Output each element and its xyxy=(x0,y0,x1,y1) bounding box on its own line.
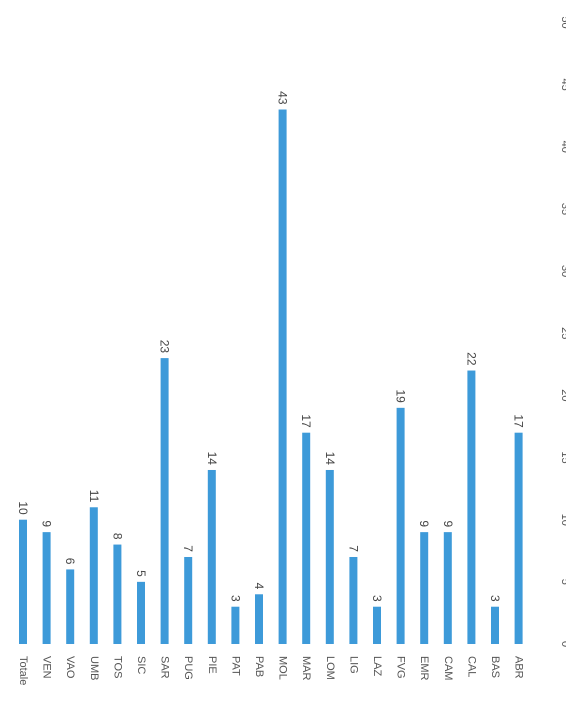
bar-sar xyxy=(160,358,169,644)
category-label-mol: MOL xyxy=(277,656,289,680)
category-label-abr: ABR xyxy=(513,656,525,679)
bar-ven xyxy=(42,532,51,644)
data-label-pat: 3 xyxy=(228,595,242,602)
category-label-pie: PIE xyxy=(206,656,218,674)
category-label-fvg: FVG xyxy=(395,656,407,679)
category-label-lom: LOM xyxy=(324,656,336,680)
data-label-ven: 9 xyxy=(40,520,54,527)
bar-tos xyxy=(113,544,122,644)
data-label-fvg: 19 xyxy=(394,389,408,403)
data-label-sic: 5 xyxy=(134,570,148,577)
bar-emr xyxy=(420,532,429,644)
category-label-sar: SAR xyxy=(159,656,171,679)
category-label-bas: BAS xyxy=(489,656,501,678)
category-label-ven: VEN xyxy=(41,656,53,679)
bar-abr xyxy=(514,432,523,644)
value-axis-tick-label: 10 xyxy=(559,514,566,526)
data-label-vao: 6 xyxy=(63,558,77,565)
value-axis-tick-label: 40 xyxy=(559,141,566,153)
data-label-abr: 17 xyxy=(512,414,526,428)
value-axis-tick-label: 35 xyxy=(559,203,566,215)
category-label-vao: VAO xyxy=(64,656,76,679)
bar-bas xyxy=(491,606,499,644)
bar-totale xyxy=(19,519,27,644)
category-labels: Totale VEN VAO UMB TOS SIC SAR PUG PIE PAT PAB MOL M… xyxy=(17,656,525,685)
data-labels: 10 9 6 11 8 5 23 7 14 3 4 43 17 14 7 3 19 9 9 22 3 17 xyxy=(16,91,526,602)
value-axis-tick-label: 5 xyxy=(559,579,566,585)
data-label-umb: 11 xyxy=(87,490,101,503)
data-label-cal: 22 xyxy=(464,352,478,366)
category-label-totale: Totale xyxy=(17,656,29,685)
bar-pug xyxy=(184,556,193,644)
bar-vao xyxy=(66,569,75,644)
category-label-lig: LIG xyxy=(347,656,359,674)
data-label-pug: 7 xyxy=(181,545,195,552)
value-axis-tick-label: 45 xyxy=(559,79,566,91)
category-label-pug: PUG xyxy=(182,656,194,680)
category-label-tos: TOS xyxy=(111,656,123,678)
bar-laz xyxy=(373,606,381,644)
bar-pat xyxy=(231,606,240,644)
data-label-totale: 10 xyxy=(16,501,30,515)
data-label-emr: 9 xyxy=(417,520,431,527)
category-label-pat: PAT xyxy=(229,656,241,676)
category-label-laz: LAZ xyxy=(371,656,383,676)
value-axis-tick-label: 20 xyxy=(559,389,566,401)
value-axis-tick-label: 25 xyxy=(559,327,566,339)
bar-cam xyxy=(443,532,452,644)
bar-fvg xyxy=(396,407,405,644)
data-label-pie: 14 xyxy=(205,452,219,466)
data-label-sar: 23 xyxy=(158,340,172,354)
category-label-sic: SIC xyxy=(135,656,147,674)
bar-mar xyxy=(302,432,311,644)
data-label-mol: 43 xyxy=(276,91,290,105)
category-label-cam: CAM xyxy=(442,656,454,680)
value-axis-ticks: 0 5 10 15 20 25 30 35 40 45 50 xyxy=(559,16,566,647)
value-axis-tick-label: 15 xyxy=(559,451,566,463)
bar-lig xyxy=(349,556,358,644)
bar-cal xyxy=(467,370,476,644)
data-label-bas: 3 xyxy=(488,595,502,602)
bar-sic xyxy=(137,581,145,644)
bar-pie xyxy=(207,469,216,644)
category-label-cal: CAL xyxy=(465,656,477,677)
category-label-emr: EMR xyxy=(418,656,430,681)
category-label-pab: PAB xyxy=(253,656,265,677)
data-label-cam: 9 xyxy=(441,520,455,527)
bar-lom xyxy=(325,469,334,644)
value-axis-tick-label: 0 xyxy=(559,641,566,647)
data-label-laz: 3 xyxy=(370,595,384,602)
data-label-tos: 8 xyxy=(110,533,124,540)
data-label-lig: 7 xyxy=(346,545,360,552)
category-label-umb: UMB xyxy=(88,656,100,680)
category-label-mar: MAR xyxy=(300,656,312,681)
bar-pab xyxy=(255,594,263,644)
bar-umb xyxy=(89,507,98,644)
value-axis-tick-label: 30 xyxy=(559,265,566,277)
data-label-mar: 17 xyxy=(299,414,313,428)
bar-mol xyxy=(278,109,287,644)
data-label-lom: 14 xyxy=(323,452,337,466)
value-axis-tick-label: 50 xyxy=(559,16,566,28)
data-label-pab: 4 xyxy=(252,583,266,590)
bars xyxy=(19,109,523,644)
